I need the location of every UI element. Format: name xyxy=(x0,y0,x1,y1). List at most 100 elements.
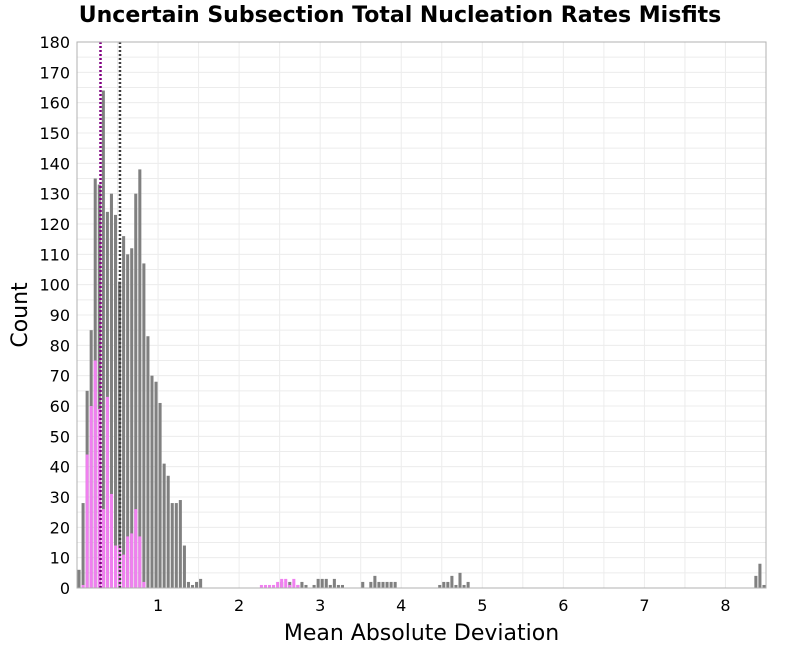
gray-histogram-bar xyxy=(186,581,190,588)
x-tick-label: 4 xyxy=(396,596,406,615)
y-tick-label: 170 xyxy=(39,63,70,82)
gray-histogram-bar xyxy=(328,584,332,588)
gray-histogram-bar xyxy=(138,169,142,588)
y-axis-title: Count xyxy=(8,282,33,348)
gray-histogram-bar xyxy=(130,248,134,588)
gray-histogram-bar xyxy=(767,573,770,588)
gray-histogram-bar xyxy=(454,584,458,588)
y-tick-label: 90 xyxy=(50,306,70,325)
x-tick-label: 7 xyxy=(639,596,649,615)
gray-histogram-bar xyxy=(304,584,308,588)
pink-histogram-bar xyxy=(284,578,288,588)
pink-histogram-bar xyxy=(276,581,280,588)
pink-histogram-bar xyxy=(122,554,126,588)
gray-histogram-bar xyxy=(113,214,118,588)
pink-histogram-bar xyxy=(263,584,267,588)
gray-histogram-bar xyxy=(336,584,340,588)
x-tick-label: 6 xyxy=(558,596,568,615)
pink-histogram-bar xyxy=(280,578,284,588)
gray-histogram-bar xyxy=(134,193,138,588)
pink-histogram-bar xyxy=(292,578,296,588)
pink-histogram-bar xyxy=(138,536,142,588)
gray-histogram-bar xyxy=(393,581,397,588)
gray-histogram-bar xyxy=(101,90,105,588)
pink-histogram-bar xyxy=(93,360,97,588)
gray-histogram-bar xyxy=(361,581,365,588)
gray-histogram-bar xyxy=(438,584,442,588)
pink-histogram-bar xyxy=(81,584,85,588)
gray-histogram-bar xyxy=(369,581,373,588)
gray-histogram-bar xyxy=(340,584,344,588)
gray-histogram-bar xyxy=(158,402,162,588)
pink-histogram-bar xyxy=(126,536,130,588)
gray-histogram-bar xyxy=(174,503,178,588)
y-tick-label: 150 xyxy=(39,124,70,143)
pink-histogram-bar xyxy=(85,454,89,588)
y-tick-label: 70 xyxy=(50,367,70,386)
gray-histogram-bar xyxy=(150,375,154,588)
gray-histogram-bar xyxy=(199,578,203,588)
reference-lines xyxy=(99,42,122,588)
gray-histogram-bar xyxy=(109,193,113,588)
y-tick-label: 80 xyxy=(50,336,70,355)
gray-histogram-bar xyxy=(142,263,146,588)
gray-histogram-bar xyxy=(154,381,158,588)
pink-histogram-bar xyxy=(288,584,292,588)
pink-histogram-bar xyxy=(134,509,138,588)
y-tick-label: 180 xyxy=(39,33,70,52)
gray-histogram-bar xyxy=(170,503,174,588)
gray-histogram-bar xyxy=(146,336,150,588)
x-axis-title: Mean Absolute Deviation xyxy=(284,621,559,646)
y-tick-label: 120 xyxy=(39,215,70,234)
gray-histogram-bar xyxy=(77,569,81,588)
gray-histogram-bar xyxy=(442,581,446,588)
gray-histogram-bar xyxy=(190,584,195,588)
gray-histogram-bar xyxy=(458,572,462,588)
gray-histogram-bar xyxy=(758,563,762,588)
gray-histogram-bar xyxy=(466,581,470,588)
gray-histogram-bar xyxy=(316,578,320,588)
y-tick-label: 10 xyxy=(50,549,70,568)
pink-histogram-bar xyxy=(130,533,134,588)
x-axis-ticks: 1 2 3 4 5 6 7 8 xyxy=(153,596,731,615)
gray-histogram-bar xyxy=(385,581,389,588)
gray-histogram-bar xyxy=(126,254,130,588)
y-tick-label: 110 xyxy=(39,245,70,264)
pink-histogram-bar xyxy=(267,584,272,588)
gray-histogram-bar xyxy=(300,581,304,588)
plot-frame xyxy=(76,41,767,589)
x-tick-label: 5 xyxy=(477,596,487,615)
x-tick-label: 2 xyxy=(234,596,244,615)
gray-histogram-bar xyxy=(462,584,466,588)
y-tick-label: 0 xyxy=(60,579,70,598)
pink-histogram-bar xyxy=(105,396,109,588)
x-tick-label: 1 xyxy=(153,596,163,615)
gray-histogram-bar xyxy=(312,584,316,588)
pink-histogram-bar xyxy=(89,406,93,588)
gray-histogram-bar xyxy=(381,581,385,588)
gray-histogram-bar xyxy=(332,578,336,588)
y-tick-label: 130 xyxy=(39,185,70,204)
gray-histogram-bar xyxy=(81,503,85,588)
y-tick-label: 100 xyxy=(39,276,70,295)
gray-histogram-bar xyxy=(324,578,328,588)
chart-title: Uncertain Subsection Total Nucleation Ra… xyxy=(78,3,722,28)
gray-histogram-bar xyxy=(754,575,758,588)
gray-histogram-bar xyxy=(182,545,186,588)
x-tick-label: 8 xyxy=(720,596,730,615)
histogram-bars xyxy=(77,90,770,588)
gray-histogram-bar xyxy=(762,584,766,588)
pink-histogram-bar xyxy=(113,545,118,588)
gray-histogram-bar xyxy=(373,575,377,588)
pink-histogram-bar xyxy=(109,493,113,588)
grid-lines xyxy=(77,42,766,588)
y-tick-label: 140 xyxy=(39,154,70,173)
pink-histogram-bar xyxy=(259,584,263,588)
y-tick-label: 50 xyxy=(50,427,70,446)
y-tick-label: 60 xyxy=(50,397,70,416)
y-axis-ticks: 0 10 20 30 40 50 60 70 80 90 100 110 120 130 140 150 160… xyxy=(39,33,70,598)
gray-histogram-bar xyxy=(377,581,381,588)
y-tick-label: 160 xyxy=(39,94,70,113)
x-tick-label: 3 xyxy=(315,596,325,615)
